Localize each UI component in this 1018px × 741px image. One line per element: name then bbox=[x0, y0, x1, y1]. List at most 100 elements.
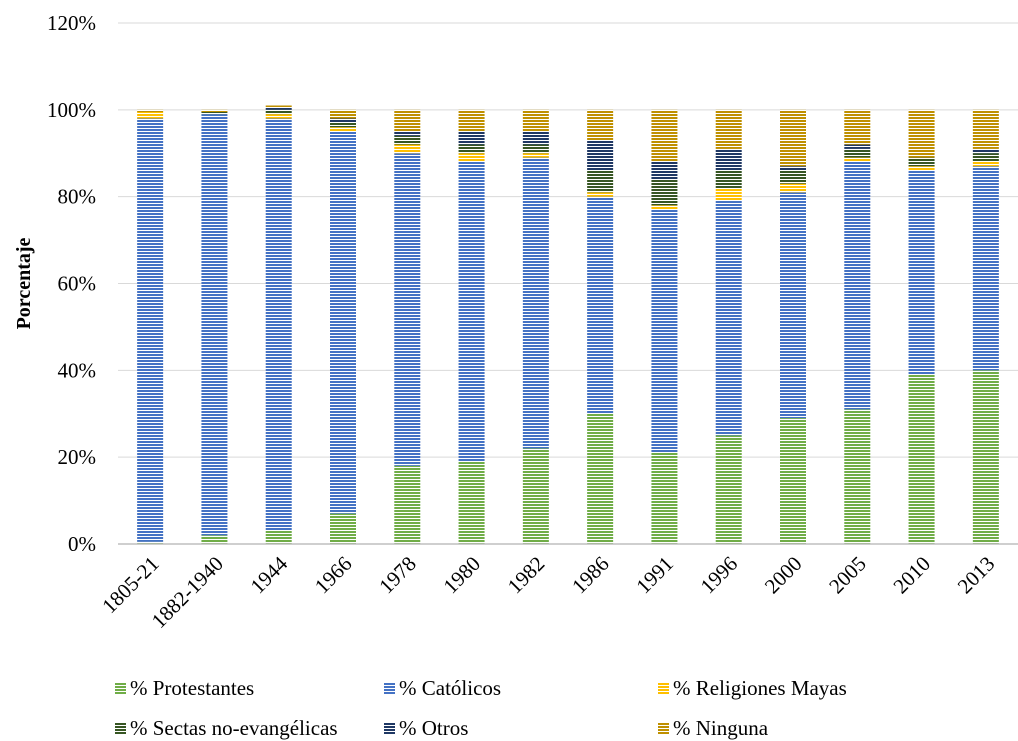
bar-segment bbox=[522, 157, 549, 449]
bar-segment bbox=[458, 161, 485, 462]
bar-segment bbox=[522, 448, 549, 544]
y-axis-ticks: 0% 20% 40% 60% 80% 100% 120% bbox=[47, 11, 96, 556]
x-tick-label: 1982 bbox=[503, 552, 550, 599]
bar-segment bbox=[715, 109, 742, 149]
y-tick-label: 60% bbox=[58, 272, 97, 296]
bar-segment bbox=[330, 131, 356, 514]
bar-segment bbox=[587, 109, 614, 141]
bar-segment bbox=[908, 166, 935, 171]
bar-segment bbox=[780, 166, 806, 171]
x-tick-label: 1991 bbox=[631, 552, 678, 599]
bar-segment bbox=[265, 114, 292, 119]
bar-segment bbox=[715, 435, 742, 544]
bar-segment bbox=[587, 140, 614, 171]
bar-segment bbox=[651, 205, 678, 210]
bar-segment bbox=[330, 127, 356, 132]
bar-segment bbox=[780, 192, 806, 419]
x-tick-label: 2010 bbox=[888, 552, 935, 599]
bar-segment bbox=[394, 465, 421, 544]
bar-segment bbox=[394, 135, 421, 145]
x-tick-label: 1986 bbox=[567, 552, 614, 599]
bar-segment bbox=[715, 170, 742, 188]
gridlines bbox=[118, 22, 1018, 458]
bar-segment bbox=[522, 144, 549, 154]
bar-segment bbox=[330, 109, 356, 119]
bar-segment bbox=[780, 183, 806, 193]
y-axis-label: Porcentaje bbox=[13, 237, 35, 329]
bar-segment bbox=[844, 157, 871, 162]
y-tick-label: 40% bbox=[58, 358, 97, 382]
bar-segment bbox=[265, 105, 292, 108]
y-tick-label: 100% bbox=[47, 98, 96, 122]
bar-segment bbox=[137, 109, 164, 113]
bar-segment bbox=[394, 153, 421, 466]
bar-segment bbox=[844, 148, 871, 158]
bar-segment bbox=[715, 187, 742, 202]
y-tick-label: 80% bbox=[58, 185, 97, 209]
bar-segment bbox=[458, 109, 485, 132]
bar-segment bbox=[908, 109, 935, 158]
bar-segment bbox=[137, 118, 164, 542]
bar-segment bbox=[137, 112, 164, 119]
x-tick-label: 1996 bbox=[696, 552, 743, 599]
bar-segment bbox=[394, 131, 421, 136]
bar-segment bbox=[265, 530, 292, 544]
bar-segment bbox=[780, 109, 806, 167]
bar-segment bbox=[587, 196, 614, 414]
bar-segment bbox=[458, 131, 485, 145]
bar-segment bbox=[394, 109, 421, 132]
y-tick-label: 120% bbox=[47, 11, 96, 35]
bar-segment bbox=[844, 409, 871, 544]
x-tick-label: 2005 bbox=[824, 552, 871, 599]
bar-segment bbox=[201, 114, 228, 536]
bar-segment bbox=[201, 109, 228, 113]
x-tick-label: 2000 bbox=[760, 552, 807, 599]
bar-segment bbox=[522, 153, 549, 158]
bar-segment bbox=[844, 109, 871, 145]
x-tick-label: 1966 bbox=[310, 552, 357, 599]
bar-segment bbox=[651, 179, 678, 206]
bar-segment bbox=[844, 144, 871, 149]
bar-segment bbox=[587, 192, 614, 197]
bar-segment bbox=[265, 118, 292, 531]
bar-segment bbox=[587, 170, 614, 193]
bar-segment bbox=[972, 370, 999, 544]
bar-segment bbox=[394, 144, 421, 154]
y-tick-label: 20% bbox=[58, 445, 97, 469]
bar-segment bbox=[972, 166, 999, 371]
bar-segment bbox=[651, 209, 678, 453]
bar-segment bbox=[458, 461, 485, 544]
bar-segment bbox=[522, 109, 549, 132]
bar-segment bbox=[844, 161, 871, 410]
bar-segment bbox=[780, 170, 806, 184]
bar-segment bbox=[651, 109, 678, 162]
bar-segment bbox=[522, 131, 549, 145]
bar-segment bbox=[908, 157, 935, 167]
bar-segment bbox=[780, 418, 806, 544]
bar-segment bbox=[330, 118, 356, 123]
bar-segment bbox=[137, 541, 164, 544]
x-tick-label: 1980 bbox=[438, 552, 485, 599]
bar-segment bbox=[201, 112, 228, 115]
y-tick-label: 0% bbox=[68, 532, 96, 556]
bar-segment bbox=[972, 109, 999, 149]
bar-segment bbox=[651, 161, 678, 180]
bar-segment bbox=[458, 144, 485, 154]
bars bbox=[137, 105, 999, 544]
bar-segment bbox=[265, 109, 292, 115]
bar-segment bbox=[972, 153, 999, 162]
x-tick-label: 1978 bbox=[374, 552, 421, 599]
bar-segment bbox=[330, 513, 356, 544]
x-tick-label: 1944 bbox=[246, 551, 293, 598]
bar-segment bbox=[972, 161, 999, 167]
bar-segment bbox=[908, 374, 935, 544]
bar-segment bbox=[715, 148, 742, 171]
bar-segment bbox=[330, 122, 356, 128]
bar-segment bbox=[972, 148, 999, 154]
bar-segment bbox=[265, 107, 292, 110]
bar-segment bbox=[587, 413, 614, 544]
bar-segment bbox=[908, 170, 935, 375]
bar-segment bbox=[715, 201, 742, 436]
